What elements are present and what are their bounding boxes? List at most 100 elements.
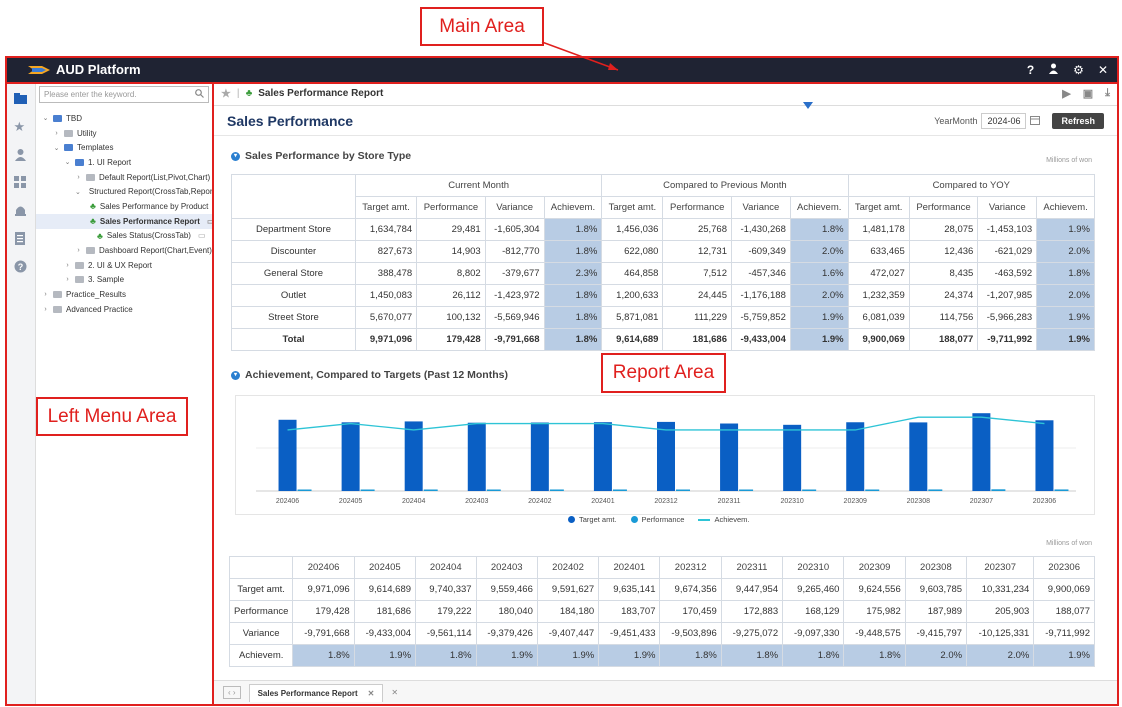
row-label: Discounter	[231, 240, 356, 263]
value-cell: 24,374	[908, 284, 979, 307]
x-tick-label: 202309	[844, 498, 867, 505]
tree-item[interactable]: › 2. UI & UX Report	[36, 258, 212, 273]
help-icon[interactable]: ?	[1026, 62, 1035, 77]
value-cell: 9,603,785	[904, 578, 968, 601]
section2-title: ▾ Achievement, Compared to Targets (Past…	[231, 369, 508, 381]
tree-item[interactable]: › Dashboard Report(Chart,Event)	[36, 243, 212, 258]
group-header: Current Month	[354, 174, 603, 197]
legend-item[interactable]: Achievem.	[698, 515, 749, 524]
refresh-button[interactable]: Refresh	[1052, 112, 1104, 129]
tree-item[interactable]: ♣ Sales Status(CrossTab) ▭	[36, 229, 212, 244]
download-icon[interactable]: ⤓	[1105, 87, 1110, 99]
value-cell: 179,428	[292, 600, 355, 623]
target-bar	[530, 422, 549, 491]
target-bar	[909, 422, 928, 491]
value-cell: 168,129	[782, 600, 845, 623]
tree-item[interactable]: › Utility	[36, 126, 212, 141]
bottom-tab-report[interactable]: Sales Performance Report ✕	[248, 683, 384, 702]
achievement-cell: 1.9%	[1036, 328, 1095, 351]
tree-item[interactable]: ♣Sales Performance by Product▭	[36, 199, 223, 214]
performance-bar	[297, 489, 312, 491]
alarm-icon[interactable]	[14, 204, 28, 218]
chevron-right-icon[interactable]: ›	[66, 276, 69, 284]
tab-nav-arrows[interactable]: ‹ ›	[223, 686, 241, 699]
achievement-cell: 2.0%	[1036, 284, 1095, 307]
chevron-right-icon[interactable]: ›	[55, 129, 58, 137]
chevron-right-icon[interactable]: ›	[44, 291, 47, 299]
chevron-right-icon[interactable]: ›	[66, 261, 69, 269]
target-bar	[278, 419, 297, 491]
value-cell: 6,081,039	[847, 306, 910, 329]
tree-item[interactable]: › Advanced Practice	[36, 302, 212, 317]
close-icon[interactable]: ✕	[1097, 62, 1108, 77]
gear-icon[interactable]: ⚙	[1073, 62, 1084, 77]
search-input[interactable]: Please enter the keyword.	[39, 86, 209, 103]
chevron-right-icon[interactable]: ›	[77, 247, 80, 255]
performance-bar	[739, 489, 754, 491]
top-bar: AUD Platform ? ⚙ ✕	[6, 57, 1118, 82]
menu-tree: ⌄ TBD › Utility ⌄ Templates ⌄ 1. UI Report › Defa…	[36, 111, 223, 317]
chevron-down-icon[interactable]: ⌄	[53, 144, 60, 152]
open-tab-icon[interactable]: ▭	[197, 231, 206, 241]
star-icon[interactable]: ★	[13, 119, 26, 134]
collapse-circle-icon[interactable]: ▾	[231, 151, 240, 161]
month-header: 202405	[353, 556, 417, 579]
value-cell: 464,858	[601, 262, 664, 285]
value-cell: -9,711,992	[977, 328, 1038, 351]
value-cell: 180,040	[475, 600, 538, 623]
value-cell: -1,207,985	[977, 284, 1038, 307]
help-circle-icon[interactable]: ?	[14, 260, 28, 274]
tree-item-label: 2. UI & UX Report	[88, 260, 153, 270]
tree-item[interactable]: › Practice_Results	[36, 287, 212, 302]
tree-item[interactable]: › 3. Sample	[36, 273, 212, 288]
report-tree-icon: ♣	[245, 88, 253, 99]
legend-item[interactable]: Target amt.	[568, 515, 617, 524]
tab-close-icon[interactable]: ✕	[367, 688, 375, 698]
person-icon[interactable]	[14, 148, 28, 162]
chevron-down-icon[interactable]: ⌄	[42, 115, 49, 123]
dashboard-icon[interactable]	[13, 176, 28, 190]
close-all-icon[interactable]: ✕	[391, 688, 399, 697]
chevron-down-icon[interactable]: ⌄	[75, 188, 81, 196]
favorite-star-icon[interactable]: ★	[221, 88, 231, 100]
report-icon: ♣	[90, 216, 96, 227]
value-cell: -9,415,797	[904, 622, 968, 645]
chevron-right-icon[interactable]: ›	[44, 305, 47, 313]
folder-icon[interactable]	[13, 92, 28, 106]
value-cell: 8,802	[416, 262, 486, 285]
document-icon[interactable]	[14, 232, 28, 246]
legend-label: Performance	[641, 515, 685, 524]
tree-item[interactable]: ⌄ Structured Report(CrossTab,Report)	[36, 184, 217, 199]
x-tick-label: 202310	[780, 498, 803, 505]
folder-icon	[86, 173, 95, 181]
save-icon[interactable]: ▣	[1082, 88, 1094, 100]
yearmonth-field[interactable]: 2024-06	[981, 112, 1027, 129]
tree-item[interactable]: ♣ Sales Performance Report ▭	[36, 213, 215, 229]
legend-item[interactable]: Performance	[630, 515, 685, 524]
tree-item-label: TBD	[66, 113, 82, 123]
search-icon[interactable]	[195, 89, 204, 100]
group-header: Compared to Previous Month	[601, 174, 849, 197]
row-label: Outlet	[231, 284, 356, 307]
row-label: Variance	[228, 622, 294, 645]
calendar-icon[interactable]	[1030, 115, 1041, 127]
tree-item[interactable]: ⌄ Templates	[36, 140, 212, 155]
achievement-cell: 1.8%	[543, 218, 603, 241]
chevron-right-icon[interactable]: ›	[77, 173, 80, 181]
legend-dot-swatch	[630, 516, 638, 523]
achievement-cell: 1.8%	[782, 644, 845, 667]
tree-item[interactable]: ⌄ TBD	[36, 111, 212, 126]
tree-item[interactable]: ⌄ 1. UI Report	[36, 155, 212, 170]
run-icon[interactable]: ▶	[1062, 88, 1071, 100]
chevron-down-icon[interactable]: ⌄	[64, 159, 71, 167]
value-cell: -1,176,188	[731, 284, 791, 307]
value-cell: 183,707	[598, 600, 661, 623]
collapse-circle-icon[interactable]: ▾	[231, 370, 240, 380]
x-tick-label: 202402	[528, 498, 551, 505]
tree-item[interactable]: › Default Report(List,Pivot,Chart)	[36, 170, 212, 185]
value-cell: 388,478	[354, 262, 418, 285]
open-tab-icon[interactable]: ▭	[206, 216, 215, 226]
row-label: Performance	[228, 600, 294, 623]
collapse-arrow-icon[interactable]	[803, 102, 813, 110]
user-icon[interactable]	[1048, 63, 1059, 77]
